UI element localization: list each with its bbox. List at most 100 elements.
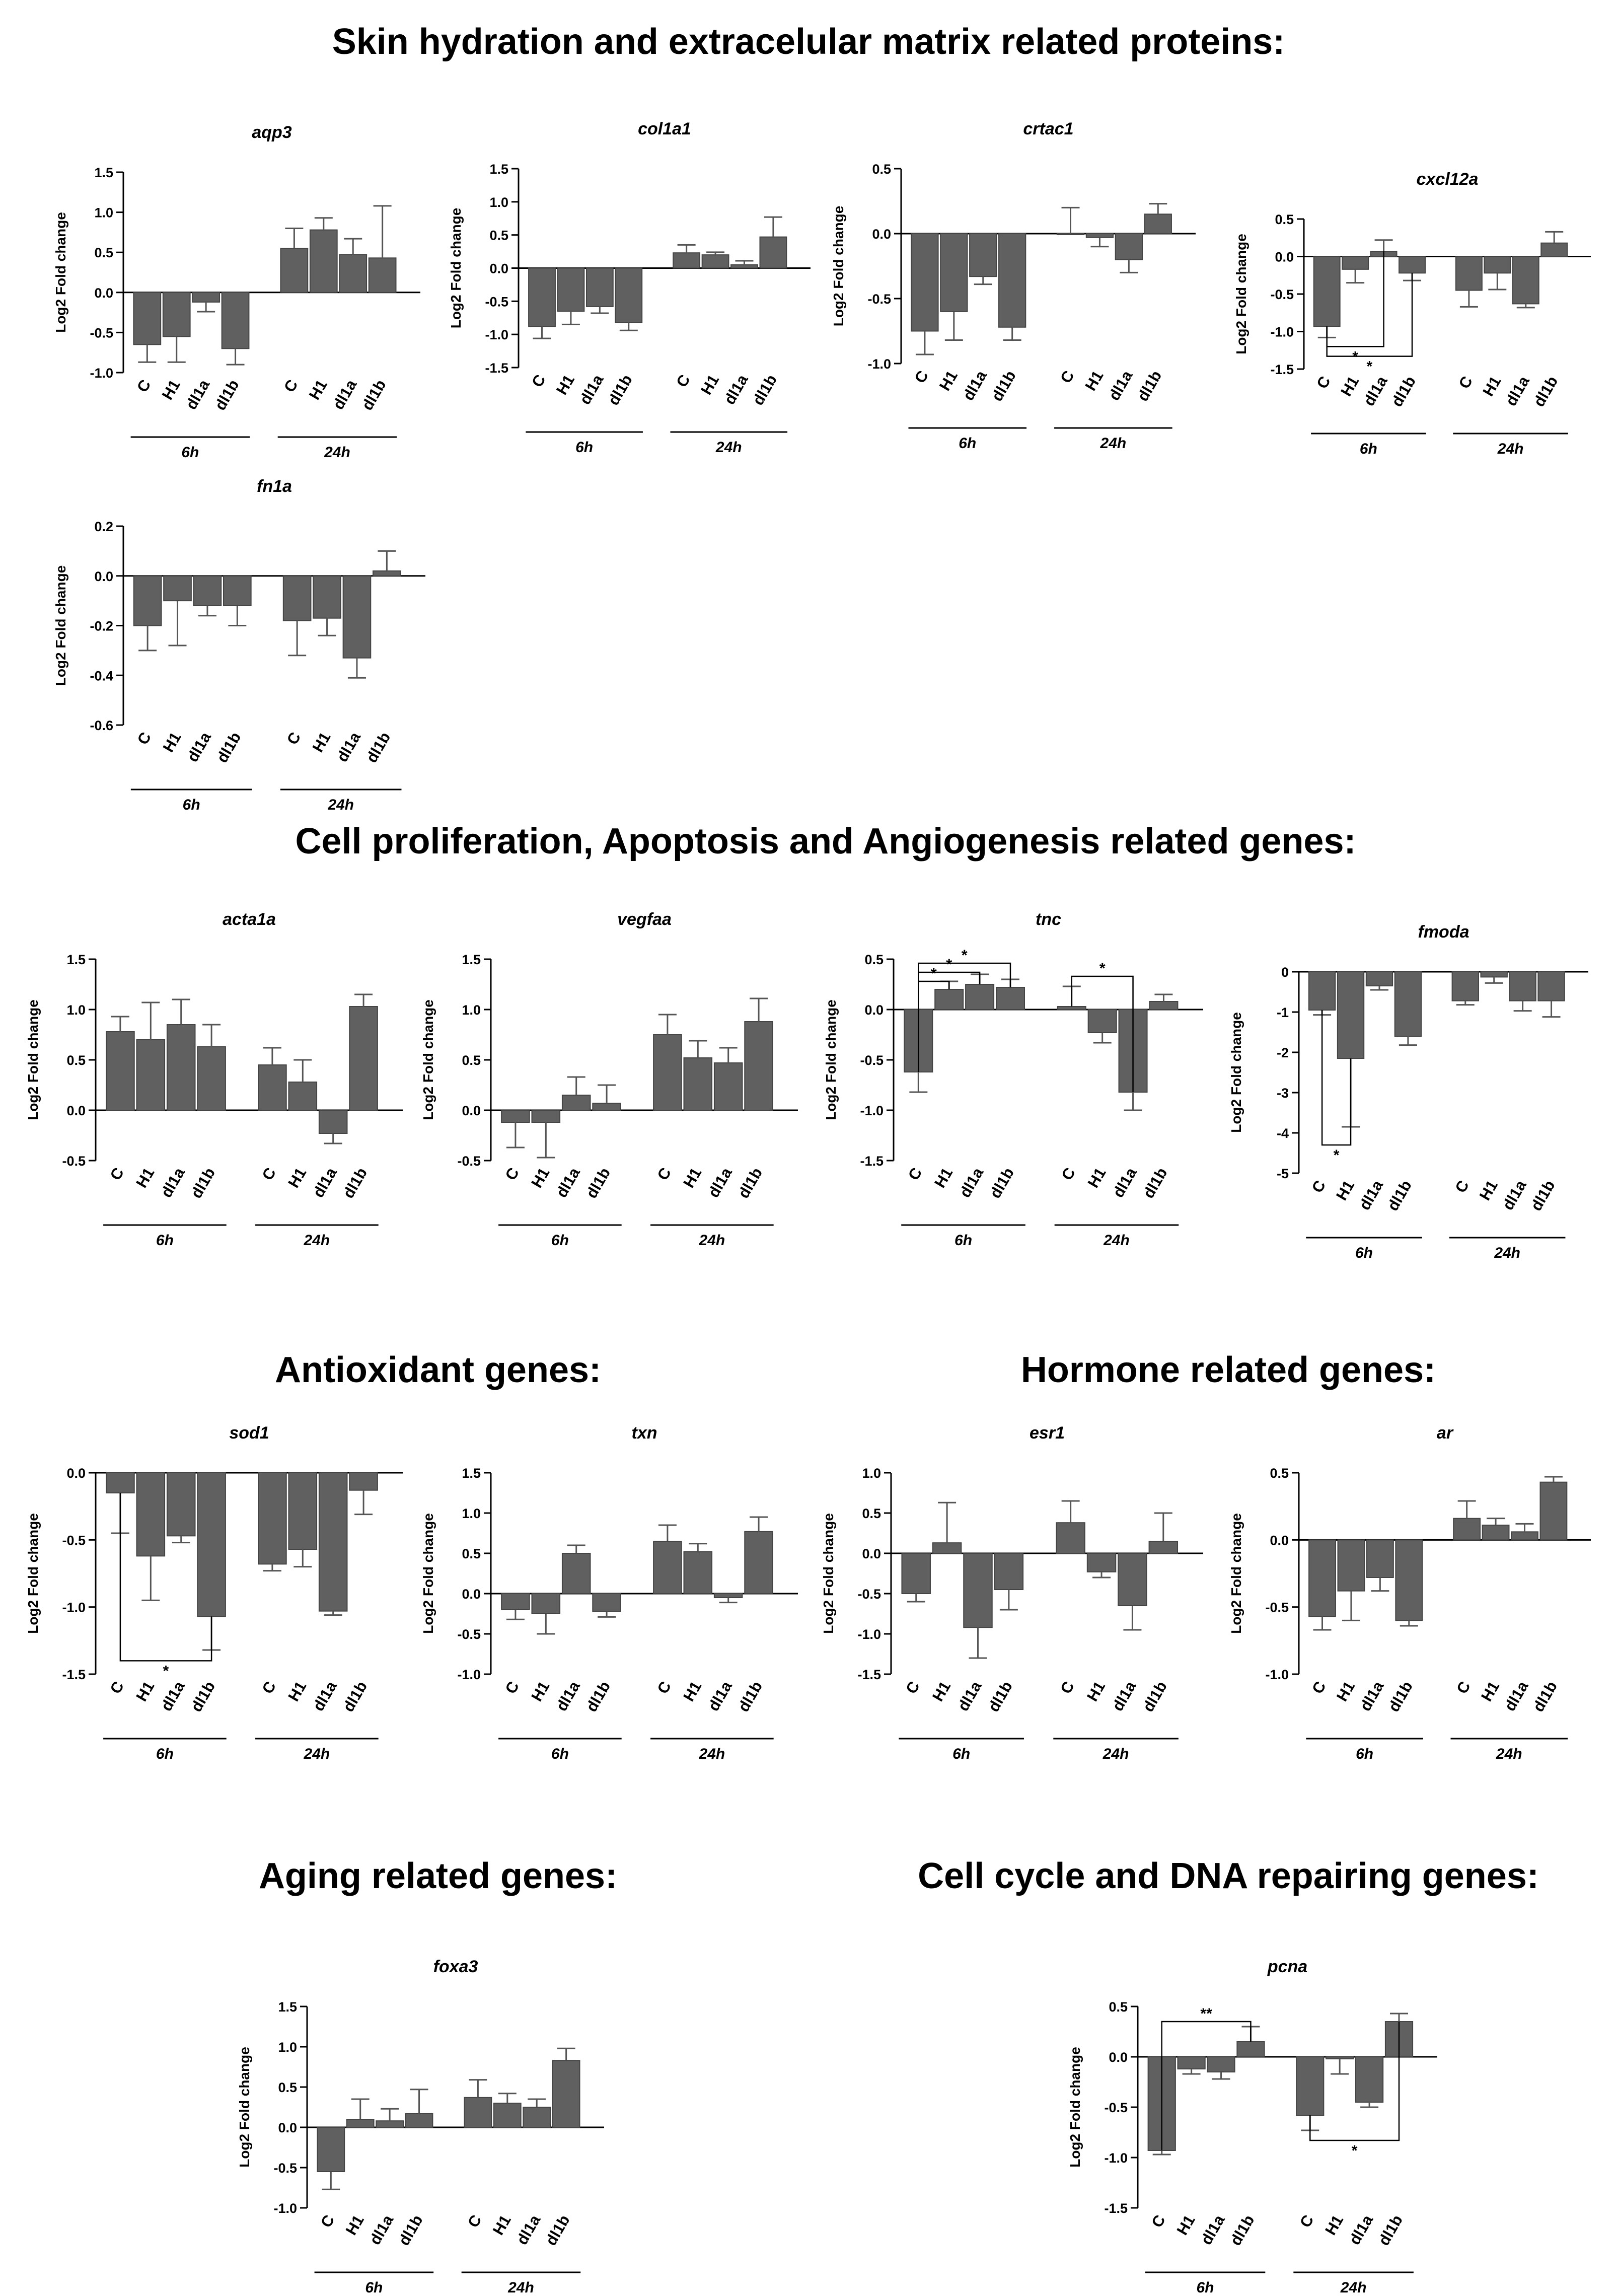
group-label: 24h	[304, 1746, 330, 1762]
x-tick-label: C	[528, 372, 549, 390]
bar-6h-dl1b	[221, 292, 250, 349]
bar-6h-dl1a	[969, 233, 997, 277]
y-axis-label: Log2 Fold change	[25, 1513, 41, 1634]
group-label: 24h	[1494, 1245, 1520, 1261]
y-tick-label: -3	[1277, 1086, 1289, 1101]
y-tick-label: -1.0	[857, 1627, 881, 1642]
bar-6h-C	[1308, 1539, 1336, 1617]
x-tick-label: dl1a	[1360, 373, 1391, 409]
group-label: 6h	[183, 797, 200, 813]
x-tick-label: H1	[1081, 368, 1107, 394]
group-label: 6h	[1360, 441, 1377, 457]
x-tick-label: H1	[1478, 1678, 1503, 1704]
x-tick-label: dl1b	[1139, 1165, 1170, 1201]
significance-label: *	[946, 956, 952, 973]
x-tick-label: C	[902, 1678, 923, 1697]
y-tick-label: -1.5	[1270, 362, 1294, 377]
y-tick-label: 0.2	[94, 519, 113, 534]
group-label: 24h	[715, 439, 742, 456]
y-tick-label: -1.5	[857, 1667, 881, 1682]
bar-24h-H1	[309, 229, 338, 293]
x-tick-label: H1	[1476, 1177, 1501, 1203]
section-title-cell-cycle: Cell cycle and DNA repairing genes:	[918, 1856, 1539, 1896]
y-tick-label: -0.4	[90, 668, 113, 683]
bar-24h-dl1b	[759, 236, 787, 269]
x-tick-label: C	[673, 372, 694, 390]
y-axis-label: Log2 Fold change	[821, 1513, 836, 1634]
x-tick-label: dl1a	[1109, 1164, 1140, 1200]
x-tick-label: dl1b	[187, 1678, 218, 1715]
y-tick-label: 0.0	[462, 1587, 481, 1602]
bar-6h-dl1a	[166, 1024, 196, 1111]
y-tick-label: 0.0	[489, 261, 508, 276]
y-tick-label: 0.5	[864, 952, 884, 967]
bar-6h-dl1b	[995, 987, 1025, 1010]
x-tick-label: dl1a	[1356, 1678, 1387, 1714]
x-tick-label: C	[464, 2212, 485, 2231]
section-title-proliferation: Cell proliferation, Apoptosis and Angiog…	[295, 821, 1356, 862]
group-label: 6h	[156, 1746, 174, 1762]
x-tick-label: H1	[489, 2212, 514, 2238]
bar-24h-C	[258, 1064, 287, 1111]
x-tick-label: dl1a	[309, 1678, 340, 1714]
x-tick-label: dl1b	[339, 1678, 371, 1715]
bar-6h-dl1b	[592, 1103, 621, 1111]
chart-esr1: esr1 Log2 Fold change 1.0 0.5 0.0 -0.5 -1.0 -1.…	[821, 1423, 1203, 1762]
x-tick-label: C	[911, 368, 932, 386]
significance-bracket	[1326, 273, 1413, 357]
x-tick-label: H1	[1333, 1177, 1358, 1203]
bar-6h-H1	[136, 1472, 166, 1557]
bar-24h-C	[464, 2097, 492, 2128]
x-tick-label: C	[501, 1165, 523, 1183]
group-label: 24h	[1103, 1232, 1130, 1249]
x-tick-label: dl1b	[605, 372, 636, 408]
bar-6h-dl1a	[1365, 971, 1393, 986]
bar-24h-C	[1057, 1006, 1086, 1010]
y-tick-label: 1.5	[94, 165, 113, 180]
x-tick-label: C	[283, 729, 305, 748]
x-tick-label: dl1a	[1356, 1177, 1387, 1213]
y-tick-label: 0.0	[66, 1103, 86, 1118]
significance-bracket	[1071, 975, 1134, 1092]
chart-title: fmoda	[1418, 922, 1469, 942]
x-tick-label: dl1a	[1197, 2211, 1228, 2248]
bar-6h-C	[1308, 971, 1336, 1011]
bar-24h-C	[673, 252, 701, 269]
x-tick-label: dl1b	[1226, 2212, 1258, 2249]
y-tick-label: -0.5	[1270, 287, 1294, 302]
x-tick-label: dl1b	[1529, 1678, 1561, 1715]
bar-24h-dl1a	[339, 254, 368, 293]
y-tick-label: 0.0	[872, 227, 891, 242]
bar-24h-H1	[1085, 233, 1114, 238]
bar-6h-dl1a	[585, 267, 614, 307]
x-tick-label: dl1b	[988, 368, 1019, 404]
x-tick-label: C	[1058, 1165, 1079, 1183]
section-title-skin: Skin hydration and extracelular matrix r…	[332, 22, 1285, 62]
group-label: 6h	[551, 1746, 569, 1762]
y-tick-label: -5	[1277, 1166, 1289, 1181]
chart-title: col1a1	[638, 119, 691, 138]
x-tick-label: dl1b	[1530, 373, 1561, 410]
y-axis-label: Log2 Fold change	[1067, 2047, 1083, 2168]
x-tick-label: C	[1308, 1177, 1330, 1196]
bar-24h-dl1a	[1511, 1531, 1538, 1541]
section-title-aging: Aging related genes:	[258, 1856, 618, 1896]
chart-title: tnc	[1036, 910, 1061, 929]
bar-24h-dl1a	[318, 1472, 348, 1612]
group-label: 24h	[324, 444, 350, 461]
bar-24h-dl1b	[349, 1472, 378, 1491]
chart-col1a1: col1a1 Log2 Fold change 1.5 1.0 0.5 0.0 -0.5 -1…	[448, 119, 811, 456]
bar-24h-dl1a	[713, 1593, 743, 1598]
bar-6h-dl1a	[376, 2120, 404, 2128]
x-tick-label: H1	[697, 372, 722, 398]
group-label: 24h	[1496, 1746, 1522, 1762]
y-tick-label: 0.5	[94, 245, 113, 260]
bar-24h-dl1a	[1115, 233, 1143, 260]
y-tick-label: 0.5	[872, 162, 891, 177]
x-tick-label: dl1a	[309, 1164, 340, 1200]
x-tick-label: dl1a	[704, 1678, 736, 1714]
bar-6h-C	[106, 1031, 135, 1111]
